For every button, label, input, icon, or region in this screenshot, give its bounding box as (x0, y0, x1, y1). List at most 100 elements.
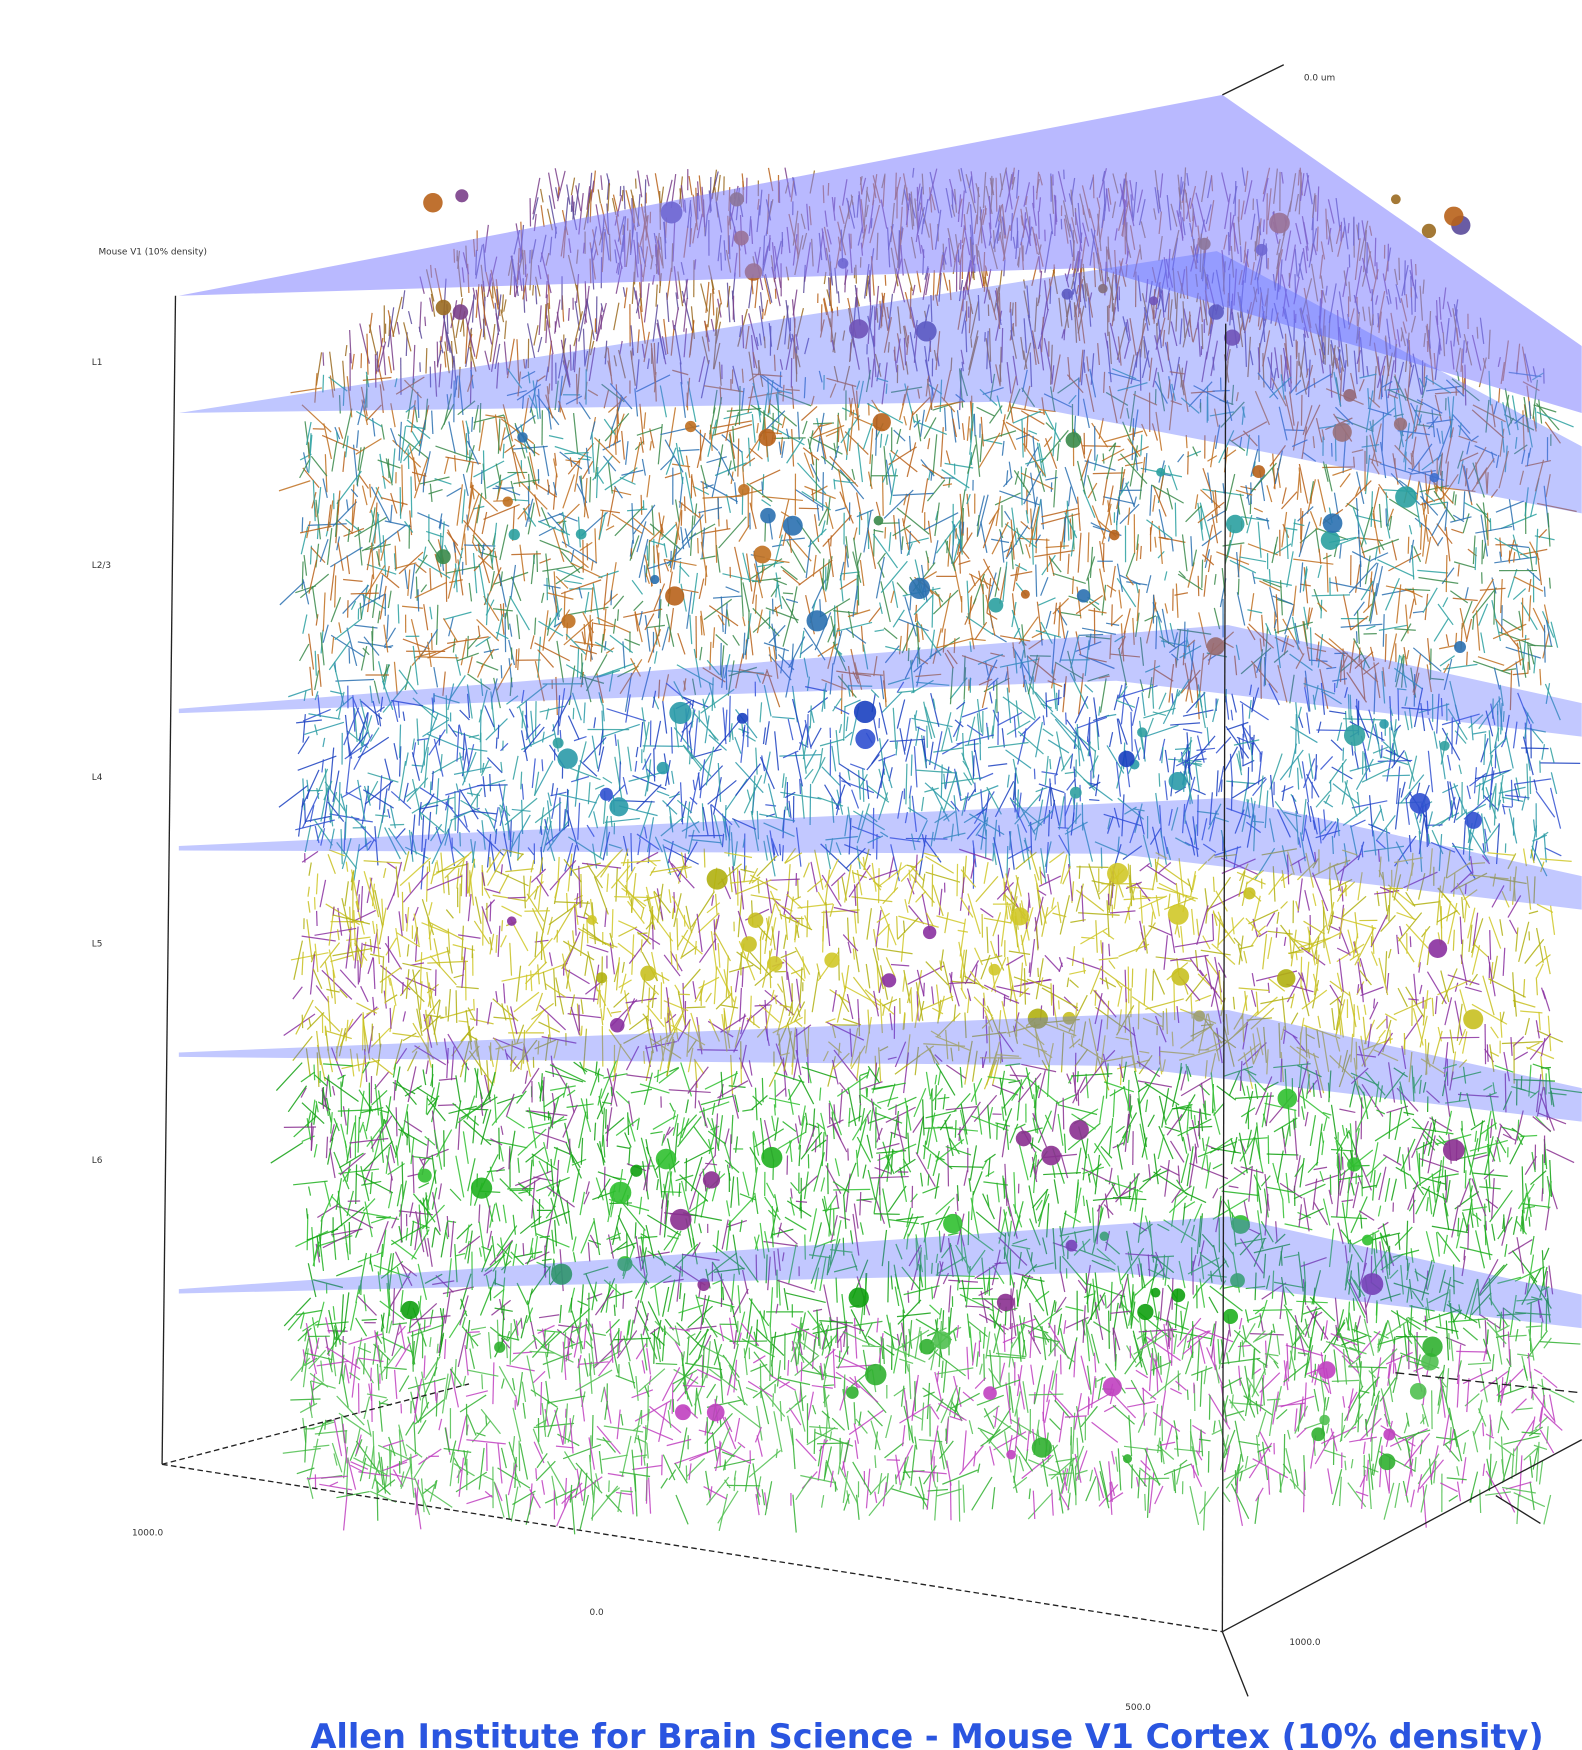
dendrite (873, 528, 876, 557)
dendrite (440, 310, 446, 343)
dendrite (933, 349, 938, 361)
dendrite (562, 360, 571, 388)
dendrite (703, 598, 733, 621)
dendrite (433, 361, 438, 397)
dendrite (998, 292, 1001, 319)
dendrite (521, 395, 525, 409)
dendrite (594, 438, 601, 479)
dendrite (1082, 276, 1089, 297)
dendrite (867, 315, 875, 348)
dendrite (1281, 634, 1287, 653)
dendrite (552, 527, 565, 563)
dendrite (968, 303, 972, 334)
dendrite (1524, 459, 1552, 467)
dendrite (1317, 634, 1324, 668)
dendrite (429, 606, 433, 620)
dendrite (1394, 361, 1405, 398)
soma (1252, 465, 1266, 478)
dendrite (310, 546, 326, 564)
dendrite (464, 323, 469, 364)
dendrite (887, 342, 890, 353)
dendrite (576, 648, 580, 678)
dendrite (322, 592, 326, 632)
dendrite (1034, 297, 1038, 332)
dendrite (1385, 508, 1388, 526)
dendrite (1111, 604, 1113, 627)
dendrite (566, 184, 571, 205)
dendrite (558, 338, 567, 379)
dendrite (1472, 404, 1506, 423)
dendrite (988, 328, 992, 362)
dendrite (784, 305, 789, 345)
dendrite (1139, 545, 1142, 560)
dendrite (1126, 407, 1130, 419)
dendrite (1512, 588, 1527, 601)
soma (452, 304, 469, 320)
dendrite (728, 433, 737, 472)
dendrite (1162, 329, 1166, 347)
dendrite (1104, 332, 1109, 349)
dendrite (1158, 285, 1165, 313)
dendrite (639, 293, 642, 306)
dendrite (542, 445, 550, 477)
dendrite (984, 276, 991, 300)
dendrite (1380, 731, 1383, 742)
dendrite (1202, 488, 1244, 497)
dendrite (785, 428, 790, 440)
dendrite (1126, 319, 1131, 341)
dendrite (932, 628, 942, 664)
dendrite (903, 493, 908, 506)
dendrite (635, 290, 641, 319)
dendrite (582, 328, 586, 367)
dendrite (1156, 309, 1162, 327)
soma (455, 189, 469, 203)
dendrite (1334, 415, 1373, 432)
dendrite (829, 277, 833, 313)
dendrite (545, 320, 548, 344)
dendrite (1146, 602, 1157, 644)
dendrite (688, 319, 695, 358)
dendrite (467, 333, 473, 348)
dendrite (878, 295, 884, 330)
dendrite (545, 294, 548, 319)
dendrite (1187, 562, 1195, 588)
dendrite (1543, 624, 1546, 663)
dendrite (1339, 543, 1342, 559)
dendrite (748, 391, 783, 399)
dendrite (764, 273, 773, 303)
dendrite (1452, 491, 1455, 504)
dendrite (1194, 494, 1199, 509)
dendrite (1512, 534, 1521, 560)
dendrite (1474, 547, 1477, 571)
dendrite (411, 471, 427, 477)
dendrite (764, 521, 767, 542)
dendrite (526, 323, 536, 359)
dendrite (378, 325, 383, 347)
dendrite (1244, 330, 1248, 367)
dendrite (752, 351, 758, 369)
dendrite (1093, 454, 1099, 471)
dendrite (1008, 461, 1013, 478)
dendrite (669, 550, 672, 568)
dendrite (589, 340, 595, 356)
dendrite (1265, 626, 1269, 657)
dendrite (1061, 329, 1065, 339)
dendrite (1001, 328, 1004, 363)
dendrite (407, 310, 413, 325)
dendrite (957, 299, 964, 330)
dendrite (1027, 314, 1036, 349)
dendrite (881, 476, 884, 516)
dendrite (1063, 329, 1066, 341)
dendrite (577, 367, 581, 397)
dendrite (532, 177, 541, 215)
dendrite (1236, 592, 1246, 626)
dendrite (1501, 605, 1503, 634)
dendrite (1362, 662, 1380, 675)
dendrite (534, 701, 537, 737)
dendrite (1192, 328, 1198, 343)
dendrite (643, 412, 647, 429)
dendrite (1345, 343, 1349, 367)
dendrite (683, 496, 686, 512)
dendrite (1534, 407, 1537, 429)
dendrite (803, 657, 809, 678)
